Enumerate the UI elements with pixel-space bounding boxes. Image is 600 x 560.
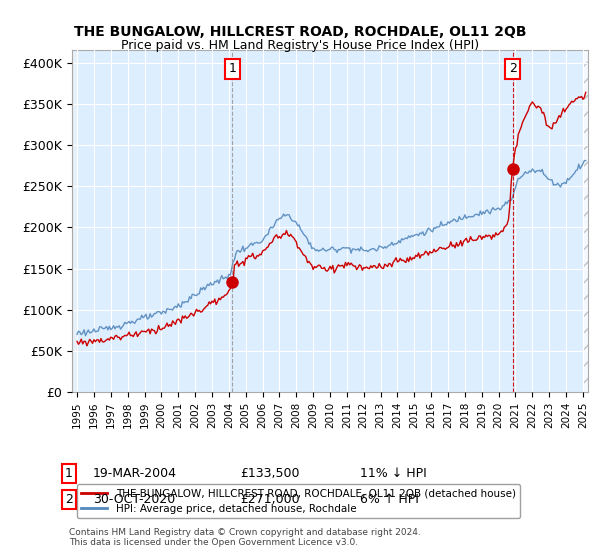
Text: Price paid vs. HM Land Registry's House Price Index (HPI): Price paid vs. HM Land Registry's House … xyxy=(121,39,479,52)
Text: 19-MAR-2004: 19-MAR-2004 xyxy=(93,466,177,480)
Text: 1: 1 xyxy=(229,62,236,75)
Text: £271,000: £271,000 xyxy=(240,493,299,506)
Text: 2: 2 xyxy=(65,493,73,506)
Text: THE BUNGALOW, HILLCREST ROAD, ROCHDALE, OL11 2QB: THE BUNGALOW, HILLCREST ROAD, ROCHDALE, … xyxy=(74,25,526,39)
Text: 6% ↑ HPI: 6% ↑ HPI xyxy=(360,493,419,506)
Text: £133,500: £133,500 xyxy=(240,466,299,480)
Legend: THE BUNGALOW, HILLCREST ROAD, ROCHDALE, OL11 2QB (detached house), HPI: Average : THE BUNGALOW, HILLCREST ROAD, ROCHDALE, … xyxy=(77,484,520,518)
Text: 11% ↓ HPI: 11% ↓ HPI xyxy=(360,466,427,480)
Text: Contains HM Land Registry data © Crown copyright and database right 2024.
This d: Contains HM Land Registry data © Crown c… xyxy=(69,528,421,547)
Text: 30-OCT-2020: 30-OCT-2020 xyxy=(93,493,175,506)
Text: 2: 2 xyxy=(509,62,517,75)
Text: 1: 1 xyxy=(65,466,73,480)
